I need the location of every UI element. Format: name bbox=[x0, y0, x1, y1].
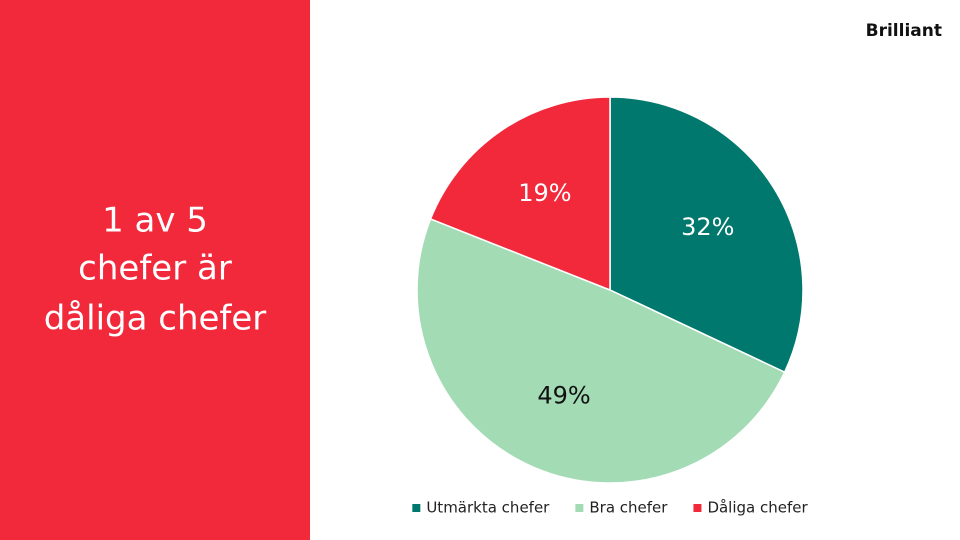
data-label: 32% bbox=[681, 213, 734, 241]
data-label: 49% bbox=[537, 381, 590, 409]
legend-swatch bbox=[412, 504, 421, 512]
legend-swatch bbox=[575, 504, 584, 512]
pie-slice bbox=[429, 96, 611, 292]
pie-slice bbox=[609, 96, 804, 374]
legend-label: Bra chefer bbox=[589, 499, 668, 517]
legend-label: Dåliga chefer bbox=[707, 499, 808, 517]
legend-swatch bbox=[693, 504, 702, 512]
legend-label: Utmärkta chefer bbox=[426, 499, 550, 517]
data-label: 19% bbox=[518, 179, 571, 207]
headline: dåliga chefer bbox=[44, 299, 267, 339]
headline: chefer är bbox=[78, 249, 232, 289]
headline: 1 av 5 bbox=[102, 201, 208, 241]
pie-slice bbox=[416, 217, 786, 484]
logo: Brilliant bbox=[866, 21, 942, 41]
left-panel bbox=[0, 0, 310, 540]
